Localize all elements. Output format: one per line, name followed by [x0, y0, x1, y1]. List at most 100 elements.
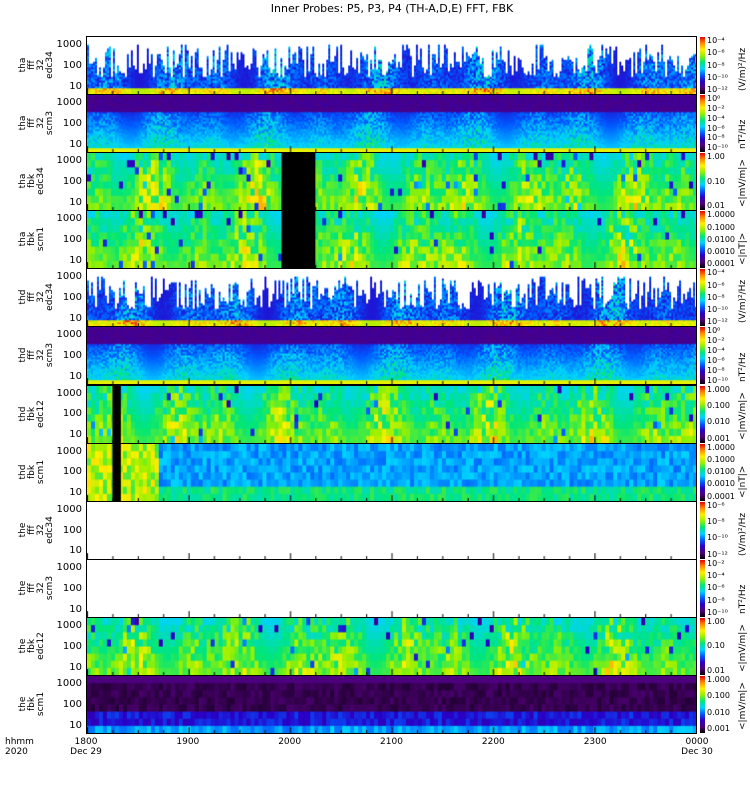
- colorbar-tick-label: 10⁻⁶: [707, 355, 725, 365]
- colorbar-tick-label: 0.010: [707, 417, 730, 427]
- colorbar-unit-label: <|mV/m|>: [738, 391, 748, 440]
- colorbar-unit-label: (V/m)²/Hz: [738, 47, 748, 92]
- panel-label: thd fbk edc12: [18, 399, 46, 428]
- colorbar-tick-label: 10⁻⁸: [707, 365, 725, 375]
- x-tick-label: 2100: [380, 737, 403, 747]
- colorbar-tick-label: 0.001: [707, 724, 730, 733]
- colorbar-unit-label: <|nT|>: [738, 465, 748, 498]
- colorbar-tick-label: 10⁰: [707, 326, 721, 336]
- spectrogram-panel: [86, 674, 697, 734]
- colorbar-tick-label: 10⁻⁴: [707, 346, 725, 356]
- y-tick-label: 1000: [56, 213, 82, 225]
- y-tick-label: 10: [69, 487, 82, 499]
- spectrogram-panel: [86, 94, 697, 154]
- y-tick-label: 1000: [56, 329, 82, 341]
- spectrogram-image: [87, 327, 696, 385]
- x-axis-prefix: hhmm 2020: [5, 737, 34, 757]
- x-tick-label: 1900: [176, 737, 200, 747]
- spectrogram-image: [87, 211, 696, 269]
- colorbar-tick-label: 0.10: [707, 176, 725, 186]
- y-tick-label: 10: [69, 371, 82, 383]
- panel-label: thd fff 32 edc34: [18, 283, 55, 312]
- colorbar-tick-label: 10⁻⁶: [707, 583, 725, 593]
- colorbar: [700, 269, 705, 327]
- colorbar: [700, 211, 705, 269]
- colorbar: [700, 443, 705, 501]
- colorbar-tick-label: 0.001: [707, 433, 730, 443]
- colorbar: [700, 501, 705, 559]
- colorbar-tick-label: 0.10: [707, 641, 725, 651]
- colorbar-tick-label: 10⁰: [707, 94, 721, 104]
- colorbar-tick-label: 0.0001: [707, 259, 735, 269]
- colorbar-tick-label: 1.00: [707, 152, 725, 162]
- spectrogram-image: [87, 443, 696, 501]
- x-tick: 2300: [584, 737, 607, 747]
- colorbar-tick-label: 10⁻⁸: [707, 517, 725, 527]
- panel-label: the fff 32 edc34: [18, 515, 55, 544]
- colorbar-tick-label: 10⁻²: [707, 558, 725, 568]
- colorbar-tick-label: 10⁻¹⁰: [707, 72, 728, 82]
- colorbar-tick-label: 0.01: [707, 201, 725, 211]
- y-tick-label: 100: [62, 582, 82, 594]
- x-tick-label: 2000: [278, 737, 302, 747]
- colorbar-tick-label: 10⁻⁴: [707, 571, 725, 581]
- colorbar-tick-label: 0.01: [707, 665, 725, 675]
- y-tick-label: 100: [62, 117, 82, 129]
- y-tick-label: 100: [62, 698, 82, 710]
- colorbar: [700, 385, 705, 443]
- x-tick: 1900: [176, 737, 199, 747]
- spectrogram-image: [87, 559, 696, 617]
- y-tick-label: 100: [62, 350, 82, 362]
- y-tick-label: 10: [69, 545, 82, 557]
- colorbar-tick-label: 10⁻¹⁰: [707, 533, 728, 543]
- y-tick-label: 10: [69, 719, 82, 731]
- y-tick-label: 10: [69, 196, 82, 208]
- colorbar: [700, 37, 705, 95]
- y-tick-label: 100: [62, 524, 82, 536]
- colorbar-tick-label: 0.100: [707, 400, 730, 410]
- y-tick-label: 1000: [56, 561, 82, 573]
- colorbar-tick-label: 10⁻²: [707, 103, 725, 113]
- colorbar-tick-label: 1.000: [707, 384, 730, 394]
- spectrogram-image: [87, 617, 696, 675]
- colorbar-tick-label: 10⁻¹⁰: [707, 375, 728, 385]
- colorbar-tick-label: 10⁻¹²: [707, 549, 728, 559]
- colorbar-tick-label: 0.1000: [707, 454, 735, 464]
- colorbar-unit-label: nT²/Hz: [738, 352, 748, 382]
- y-tick-label: 1000: [56, 503, 82, 515]
- colorbar-tick-label: 0.0010: [707, 247, 735, 257]
- y-tick-label: 1000: [56, 387, 82, 399]
- y-tick-label: 100: [62, 176, 82, 188]
- spectrogram-panel: [86, 616, 697, 676]
- colorbar-tick-label: 10⁻⁸: [707, 292, 725, 302]
- spectrogram-panel: [86, 210, 697, 270]
- colorbar-tick-label: 10⁻⁶: [707, 123, 725, 133]
- colorbar-tick-label: 0.0010: [707, 479, 735, 489]
- panel-label: the fbk scm1: [18, 691, 46, 717]
- colorbar-tick-label: 10⁻⁴: [707, 36, 725, 45]
- colorbar-unit-label: <|mV/m|>: [738, 682, 748, 730]
- colorbar-unit-label: <|mV/m|>: [738, 159, 748, 208]
- colorbar-unit-label: nT²/Hz: [738, 584, 748, 614]
- spectrogram-panel: [86, 36, 697, 96]
- chart-title: Inner Probes: P5, P3, P4 (TH-A,D,E) FFT,…: [270, 2, 514, 15]
- colorbar-tick-label: 0.1000: [707, 222, 735, 232]
- colorbar-tick-label: 10⁻¹⁰: [707, 305, 728, 315]
- colorbar-tick-label: 1.0000: [707, 442, 735, 452]
- y-tick-label: 100: [62, 234, 82, 246]
- colorbar: [700, 327, 705, 385]
- spectrogram-panel: [86, 152, 697, 212]
- colorbar: [700, 95, 705, 153]
- colorbar-tick-label: 10⁻⁴: [707, 113, 725, 123]
- y-tick-label: 100: [62, 408, 82, 420]
- colorbar: [700, 559, 705, 617]
- panel-label: the fff 32 scm3: [18, 575, 55, 600]
- colorbar-tick-label: 10⁻¹⁰: [707, 607, 728, 617]
- colorbar-tick-label: 1.0000: [707, 210, 735, 220]
- colorbar-tick-label: 1.000: [707, 674, 730, 684]
- y-tick-label: 1000: [56, 619, 82, 631]
- panel-label: the fbk edc12: [18, 632, 46, 660]
- colorbar-unit-label: nT²/Hz: [738, 119, 748, 150]
- y-tick-label: 1000: [56, 677, 82, 689]
